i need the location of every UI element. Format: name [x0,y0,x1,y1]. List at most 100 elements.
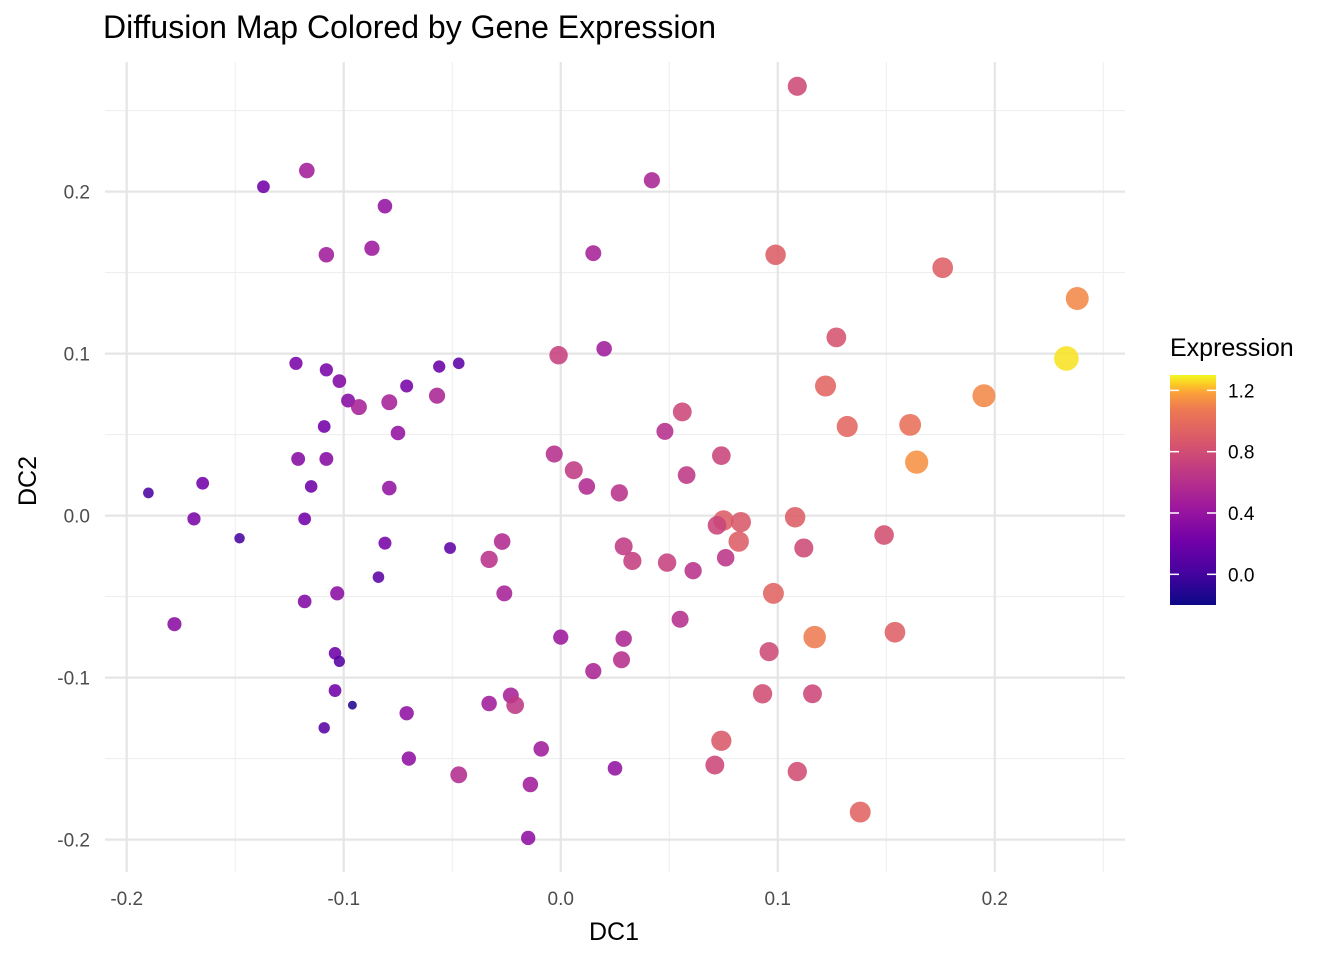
data-point [794,538,814,558]
data-point [610,484,628,502]
data-point [364,240,380,256]
data-point [319,451,334,466]
data-point [401,751,416,766]
data-point [656,422,674,440]
data-point [716,548,735,567]
data-point [481,695,497,712]
x-tick-label: -0.2 [110,889,143,910]
data-point [707,515,727,535]
data-point [167,617,182,632]
data-point [899,413,922,436]
data-point [304,480,318,493]
data-point [452,357,465,370]
data-point [578,478,596,495]
data-point [905,450,929,474]
data-points [143,76,1089,846]
data-point [826,327,847,348]
x-axis-ticks: -0.2 -0.1 0.0 0.1 0.2 [110,889,1008,910]
legend-ticks: 0.0 0.4 0.8 1.2 [1170,381,1255,586]
data-point [814,375,837,397]
data-point [671,610,689,628]
data-point [884,621,906,643]
data-point [762,582,784,604]
data-point [549,346,568,365]
x-tick-label: 0.0 [548,889,574,910]
data-point [433,360,446,373]
plot-grid [105,62,1125,872]
data-point [545,445,563,463]
data-point [553,629,569,645]
data-point [143,487,154,499]
data-point [585,245,602,262]
x-tick-label: -0.1 [327,889,360,910]
data-point [298,512,312,526]
data-point [564,461,583,480]
data-point [521,830,536,846]
data-point [319,363,333,377]
data-point [787,76,807,96]
y-tick-label: -0.1 [57,669,90,690]
data-point [377,198,393,214]
data-point [612,651,631,669]
legend-title: Expression [1170,334,1294,362]
data-point [728,531,749,552]
data-point [1065,287,1089,310]
data-point [759,642,779,662]
y-tick-label: 0.1 [64,345,90,366]
data-point [522,776,539,793]
data-point [400,379,414,393]
data-point [196,476,210,490]
y-axis-title: DC2 [14,456,42,506]
data-point [836,415,858,438]
data-point [234,533,245,544]
data-point [480,550,498,568]
y-tick-label: 0.0 [64,507,90,528]
data-point [317,420,331,433]
data-point [607,761,623,776]
chart-title: Diffusion Map Colored by Gene Expression [103,9,716,45]
data-point [289,356,303,370]
data-point [257,180,270,194]
data-point [787,761,807,782]
data-point [972,384,996,408]
data-point [585,663,602,680]
data-point [399,706,414,721]
x-axis-title: DC1 [589,918,639,946]
data-point [506,696,525,715]
data-point [932,257,954,279]
data-point [1054,346,1079,371]
color-legend: Expression 0.0 0.4 0.8 1.2 [1170,334,1294,605]
data-point [615,630,632,647]
data-point [765,244,786,266]
data-point [381,394,398,411]
data-point [657,553,677,572]
legend-tick-label: 0.0 [1228,565,1254,586]
data-point [677,466,696,484]
data-point [711,730,732,751]
data-point [444,542,456,554]
data-point [643,172,660,189]
data-point [623,551,642,571]
legend-colorbar [1170,375,1216,605]
data-point [330,586,345,601]
data-point [328,684,342,697]
data-point [849,801,871,823]
data-point [803,684,822,704]
data-point [752,684,773,704]
data-point [333,655,345,667]
data-point [428,387,446,404]
data-point [533,741,549,757]
y-tick-label: 0.2 [64,183,90,204]
data-point [390,425,406,441]
data-point [347,700,357,710]
data-point [291,451,306,466]
data-point [187,512,201,526]
data-point [730,511,751,533]
data-point [712,446,731,465]
data-point [450,766,468,784]
x-tick-label: 0.2 [982,889,1008,910]
data-point [705,755,725,775]
data-point [372,571,385,583]
data-point [874,525,894,545]
